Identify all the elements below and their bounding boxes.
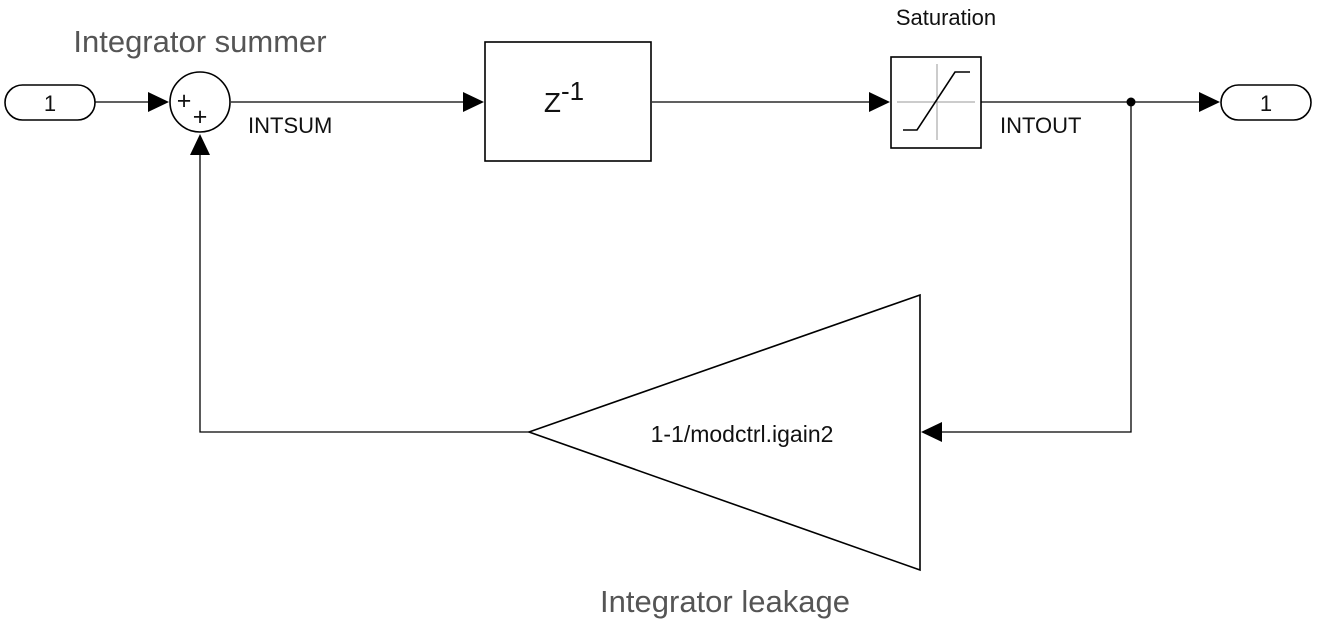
sum-block-name: Integrator summer xyxy=(73,24,326,59)
arrow-into-sum-bottom xyxy=(190,134,210,155)
wire-branch-to-gain xyxy=(940,102,1132,433)
gain-expression: 1-1/modctrl.igain2 xyxy=(651,421,834,447)
delay-exponent: -1 xyxy=(561,76,584,106)
saturation-icon xyxy=(897,64,975,140)
signal-label-intout: INTOUT xyxy=(1000,113,1081,138)
arrow-into-saturation xyxy=(869,92,890,112)
arrow-into-sum xyxy=(148,92,169,112)
inport-label: 1 xyxy=(44,91,56,116)
sum-block[interactable] xyxy=(169,71,231,133)
saturation-block-name: Saturation xyxy=(896,5,996,30)
arrow-into-outport xyxy=(1199,92,1220,112)
sum-sign-left: + xyxy=(177,87,192,115)
inport-block[interactable] xyxy=(4,84,96,121)
outport-block[interactable] xyxy=(1220,84,1312,121)
arrow-into-delay xyxy=(463,92,484,112)
signal-label-intsum: INTSUM xyxy=(248,113,332,138)
sum-sign-bottom: + xyxy=(193,103,208,131)
arrow-into-gain xyxy=(921,422,942,442)
delay-base: Z xyxy=(544,87,561,118)
gain-block[interactable] xyxy=(526,293,921,572)
delay-expression: Z-1 xyxy=(544,76,584,118)
gain-block-name: Integrator leakage xyxy=(600,584,850,619)
delay-block[interactable] xyxy=(484,41,652,162)
outport-label: 1 xyxy=(1260,91,1272,116)
wire-gain-to-sum xyxy=(199,152,529,433)
